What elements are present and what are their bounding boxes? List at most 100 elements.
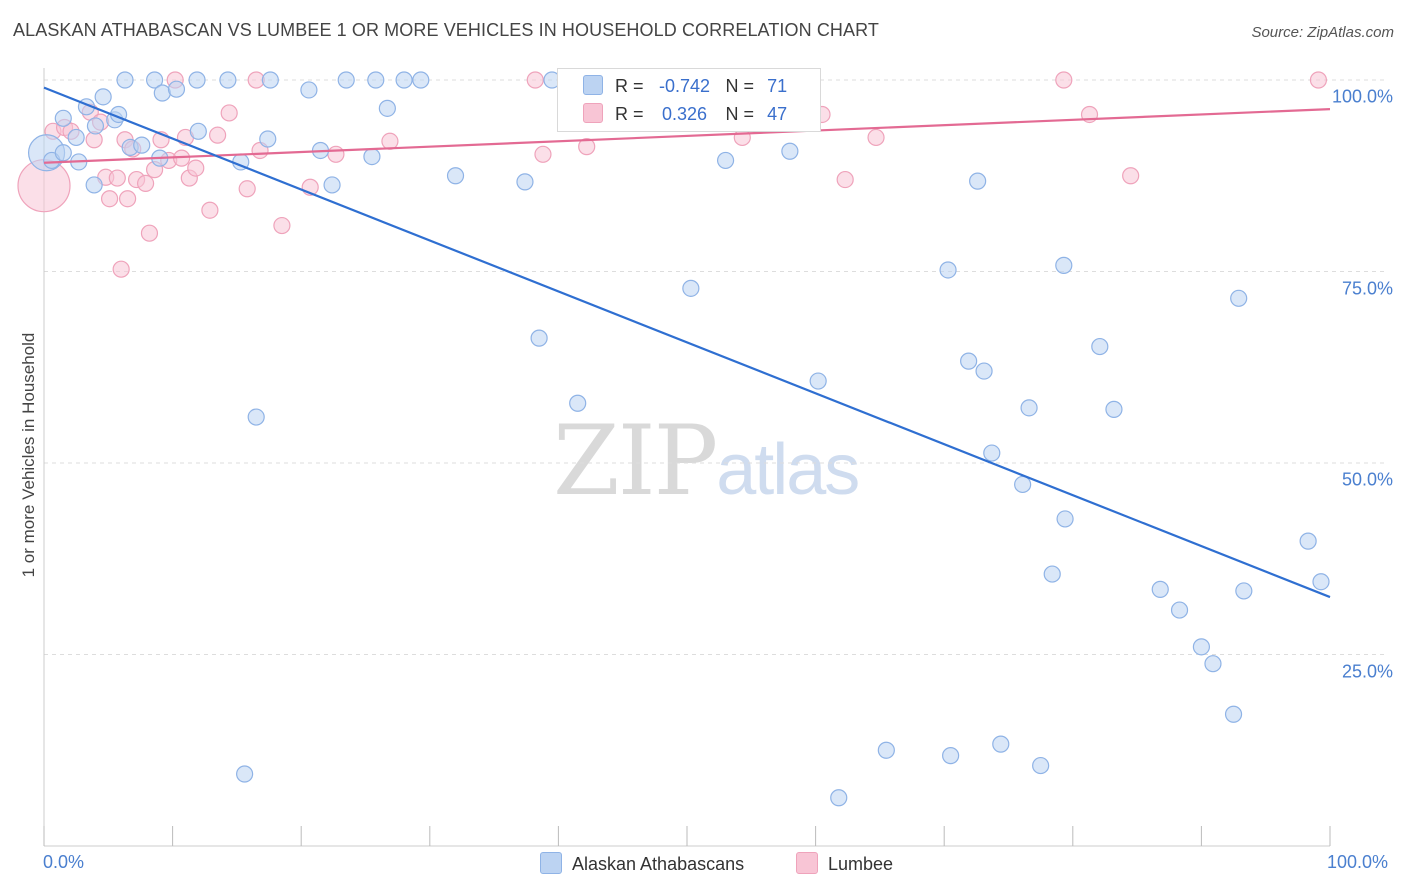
y-tick-label: 50.0%: [1341, 469, 1393, 490]
data-point: [136, 174, 155, 193]
data-point: [395, 71, 413, 89]
legend-r-value: 0.326: [662, 104, 708, 124]
data-point: [337, 71, 355, 89]
data-point: [54, 144, 72, 162]
y-tick-label: 25.0%: [1341, 661, 1393, 681]
stats-legend: R = -0.742 N = 71 R = 0.326 N = 47: [557, 68, 821, 132]
data-point: [992, 735, 1010, 753]
data-point: [1204, 655, 1222, 673]
data-point: [378, 99, 396, 117]
data-point: [1020, 399, 1038, 417]
data-point: [1091, 337, 1109, 356]
trend-lines: [43, 86, 1331, 599]
chart-title: ALASKAN ATHABASCAN VS LUMBEE 1 OR MORE V…: [13, 20, 879, 40]
data-point: [236, 765, 254, 783]
source-credit: Source: ZipAtlas.com: [1251, 24, 1394, 41]
data-point: [1105, 400, 1123, 418]
data-point: [534, 145, 552, 163]
data-point: [969, 172, 987, 190]
data-point: [94, 88, 112, 106]
data-point: [526, 71, 544, 89]
data-point: [1043, 565, 1061, 583]
axes: [43, 68, 1331, 847]
data-point: [1312, 573, 1330, 591]
data-point: [446, 167, 465, 185]
data-point: [219, 71, 237, 89]
y-tick-label: 75.0%: [1341, 278, 1393, 298]
data-point: [189, 122, 207, 140]
legend-row-lumbee: R = 0.326 N = 47: [583, 103, 787, 125]
data-point: [809, 372, 827, 390]
data-point: [1055, 71, 1073, 89]
legend-n-value: 71: [767, 76, 788, 96]
data-point: [569, 394, 587, 412]
legend-swatch-blue: [540, 852, 562, 874]
athabascan-trend-line: [43, 86, 1331, 599]
data-point: [939, 261, 957, 279]
data-point: [323, 176, 341, 194]
legend-r-label: R =: [615, 76, 644, 96]
data-point: [363, 148, 381, 166]
data-point: [86, 117, 105, 135]
data-point: [1299, 532, 1317, 550]
data-point: [578, 138, 596, 156]
y-tick-label: 100.0%: [1331, 86, 1393, 107]
legend-n-value: 47: [767, 104, 788, 124]
data-point: [133, 136, 151, 154]
data-point: [1014, 475, 1032, 494]
data-point: [1192, 638, 1211, 656]
data-point: [516, 173, 534, 191]
data-point: [300, 81, 318, 99]
data-point: [867, 128, 885, 147]
data-point: [116, 71, 134, 89]
legend-swatch-pink: [583, 103, 603, 123]
x-tick-label-max: 100.0%: [1327, 852, 1389, 872]
legend-swatch-pink: [796, 852, 818, 874]
data-point: [1224, 705, 1243, 723]
data-point: [1151, 580, 1169, 598]
legend-n-label: N =: [725, 76, 755, 96]
data-point: [261, 71, 279, 89]
data-point: [530, 329, 548, 347]
data-point: [108, 169, 126, 187]
data-point: [273, 216, 291, 235]
data-point: [85, 176, 103, 194]
data-point: [327, 145, 345, 163]
data-point: [1235, 582, 1253, 600]
data-point: [209, 126, 227, 144]
data-point: [220, 104, 238, 122]
data-point: [983, 444, 1001, 462]
data-point: [381, 132, 399, 150]
data-point: [67, 128, 85, 147]
data-point: [975, 362, 993, 380]
data-point: [960, 352, 978, 370]
legend-label: Alaskan Athabascans: [572, 854, 745, 874]
data-point: [836, 170, 854, 189]
x-tick-label-min: 0.0%: [43, 852, 85, 872]
athabascan-points: [27, 71, 1330, 807]
legend-swatch-blue: [583, 75, 603, 95]
data-point: [100, 190, 119, 208]
data-point: [412, 71, 430, 89]
legend-item-athabascan: Alaskan Athabascans: [540, 852, 744, 875]
legend-n-label: N =: [725, 104, 755, 124]
data-point: [877, 741, 895, 759]
data-point: [112, 260, 130, 278]
data-point: [1309, 71, 1328, 89]
data-point: [238, 180, 256, 198]
data-point: [1122, 167, 1140, 185]
data-point: [830, 789, 848, 807]
data-point: [153, 84, 171, 102]
data-point: [1055, 256, 1073, 274]
data-point: [247, 408, 265, 426]
legend-item-lumbee: Lumbee: [796, 852, 893, 875]
lumbee-trend-line: [43, 108, 1331, 164]
data-point: [259, 130, 277, 148]
data-point: [118, 190, 137, 208]
data-point: [367, 71, 385, 89]
data-point: [140, 224, 159, 242]
data-point: [716, 151, 735, 170]
data-point: [1032, 756, 1050, 775]
data-point: [54, 109, 72, 127]
